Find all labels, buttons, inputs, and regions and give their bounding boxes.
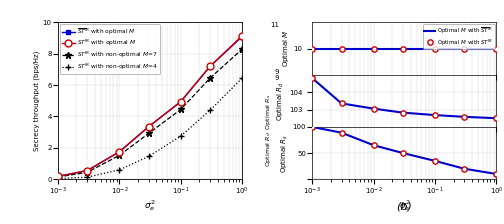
Line: $\overline{ST}^{IR}$ with optimal $M$: $\overline{ST}^{IR}$ with optimal $M$ (55, 34, 244, 179)
$ST^{IR}$ with optimal $M$ (207, 65, 213, 68)
$\overline{ST}^{IR}$ with optimal $M$ (207, 65, 213, 68)
$\overline{ST}^{IR}$ with optimal $M$ (146, 125, 152, 128)
$ST^{IR}$ with non-optimal $M$=7 (239, 48, 245, 50)
Optimal $M$ with $ST^{IR}$ (370, 47, 376, 50)
Optimal $M$ with $ST^{IR}$ (339, 47, 345, 50)
Text: Optimal $R_d$  Optimal $R_s$: Optimal $R_d$ Optimal $R_s$ (264, 93, 273, 166)
Text: 11: 11 (270, 22, 279, 28)
$ST^{IR}$ with non-optimal $M$=7 (55, 176, 61, 178)
Line: Optimal $M$ with $ST^{IR}$: Optimal $M$ with $ST^{IR}$ (309, 46, 499, 51)
X-axis label: $\sigma_e^2$: $\sigma_e^2$ (144, 198, 156, 213)
$ST^{IR}$ with optimal $M$ (178, 100, 184, 103)
Optimal $M$ with $ST^{IR}$ (461, 47, 467, 50)
$ST^{IR}$ with non-optimal $M$=7 (84, 171, 90, 174)
$ST^{IR}$ with non-optimal $M$=7 (146, 132, 152, 135)
$ST^{IR}$ with non-optimal $M$=7 (116, 154, 122, 157)
Legend: $\overline{ST}^{IR}$ with optimal $M$, $ST^{IR}$ with optimal $M$, $ST^{IR}$ wit: $\overline{ST}^{IR}$ with optimal $M$, $… (59, 24, 160, 74)
$\overline{ST}^{IR}$ with optimal $M$ (178, 100, 184, 103)
$ST^{IR}$ with non-optimal $M$=7 (178, 108, 184, 111)
$ST^{IR}$ with non-optimal $M$=4 (207, 109, 213, 112)
$ST^{IR}$ with non-optimal $M$=4 (84, 176, 90, 179)
Optimal $M$ with $\overline{ST}^{IR}$ (493, 47, 499, 50)
Y-axis label: Optimal $R_s$: Optimal $R_s$ (280, 134, 290, 173)
Optimal $M$ with $ST^{IR}$ (400, 47, 406, 50)
$ST^{IR}$ with optimal $M$ (116, 151, 122, 153)
$ST^{IR}$ with non-optimal $M$=4 (178, 135, 184, 137)
Optimal $M$ with $\overline{ST}^{IR}$ (309, 47, 315, 50)
$ST^{IR}$ with non-optimal $M$=4 (55, 177, 61, 180)
$ST^{IR}$ with optimal $M$ (55, 175, 61, 178)
Optimal $M$ with $\overline{ST}^{IR}$ (461, 47, 467, 50)
Optimal $M$ with $ST^{IR}$ (309, 47, 315, 50)
$ST^{IR}$ with non-optimal $M$=4 (239, 77, 245, 79)
Optimal $M$ with $\overline{ST}^{IR}$ (370, 47, 376, 50)
Legend: Optimal $M$ with $\overline{ST}^{IR}$, Optimal $M$ with $ST^{IR}$: Optimal $M$ with $\overline{ST}^{IR}$, O… (422, 24, 495, 49)
$ST^{IR}$ with non-optimal $M$=4 (116, 168, 122, 171)
Optimal $M$ with $\overline{ST}^{IR}$ (432, 47, 438, 50)
Line: $ST^{IR}$ with non-optimal $M$=4: $ST^{IR}$ with non-optimal $M$=4 (55, 75, 245, 182)
Text: 9: 9 (275, 69, 279, 75)
$\overline{ST}^{IR}$ with optimal $M$ (55, 175, 61, 178)
$ST^{IR}$ with optimal $M$ (239, 34, 245, 37)
Line: $ST^{IR}$ with non-optimal $M$=7: $ST^{IR}$ with non-optimal $M$=7 (55, 46, 245, 180)
$\overline{ST}^{IR}$ with optimal $M$ (84, 169, 90, 172)
Optimal $M$ with $ST^{IR}$ (432, 47, 438, 50)
Y-axis label: Secrecy throughput (bps/Hz): Secrecy throughput (bps/Hz) (33, 51, 40, 151)
$\overline{ST}^{IR}$ with optimal $M$ (239, 35, 245, 38)
$ST^{IR}$ with optimal $M$ (84, 169, 90, 172)
Optimal $M$ with $ST^{IR}$ (493, 47, 499, 50)
$\overline{ST}^{IR}$ with optimal $M$ (116, 151, 122, 153)
Y-axis label: Optimal $R_d$: Optimal $R_d$ (276, 81, 286, 121)
Optimal $M$ with $\overline{ST}^{IR}$ (400, 47, 406, 50)
$ST^{IR}$ with non-optimal $M$=7 (207, 77, 213, 79)
Text: (b): (b) (396, 201, 412, 211)
$ST^{IR}$ with optimal $M$ (146, 125, 152, 128)
Text: 9: 9 (275, 75, 279, 81)
Optimal $M$ with $\overline{ST}^{IR}$ (339, 47, 345, 50)
Text: (a): (a) (142, 223, 158, 224)
Y-axis label: Optimal $M$: Optimal $M$ (281, 30, 291, 67)
$ST^{IR}$ with non-optimal $M$=4 (146, 155, 152, 158)
Line: $ST^{IR}$ with optimal $M$: $ST^{IR}$ with optimal $M$ (54, 32, 245, 180)
X-axis label: $\sigma_e^2$: $\sigma_e^2$ (399, 198, 410, 213)
